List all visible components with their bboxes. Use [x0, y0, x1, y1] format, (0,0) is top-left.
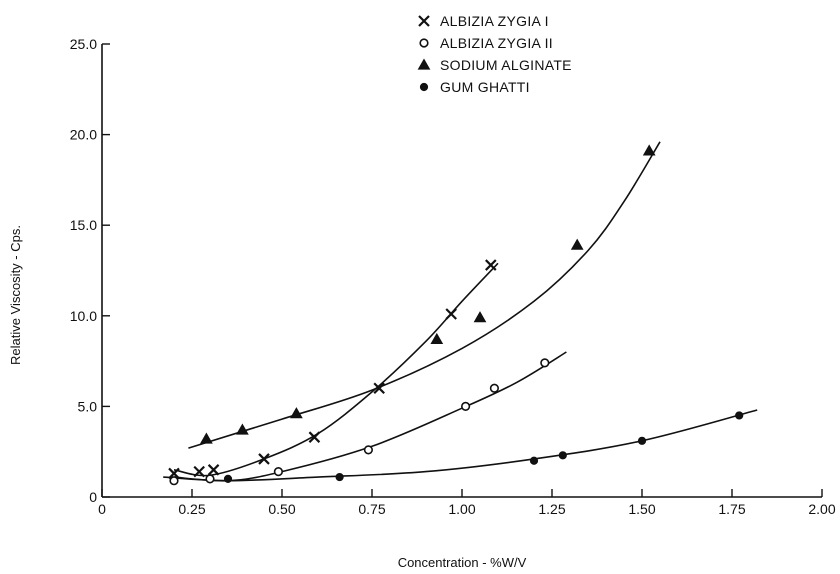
albizia-zygia-ii-point — [461, 401, 471, 412]
x-tick-label: 0.75 — [358, 501, 385, 517]
albizia-zygia-i-point — [168, 467, 180, 480]
gum-ghatti-point — [735, 411, 744, 420]
series-markers — [168, 144, 744, 486]
sodium-alginate-point — [290, 407, 303, 419]
x-tick-label: 1.00 — [448, 501, 475, 517]
y-tick-label: 20.0 — [70, 127, 97, 143]
albizia-zygia-ii-curve — [173, 351, 567, 482]
y-tick-label: 10.0 — [70, 308, 97, 324]
legend-marker-sodium-alginate — [417, 58, 431, 70]
sodium-alginate-point — [200, 432, 213, 444]
x-tick-label: 0 — [98, 501, 106, 517]
axes — [101, 44, 822, 498]
sodium-alginate-point — [236, 423, 249, 435]
sodium-alginate-point — [430, 332, 444, 344]
sodium-alginate-point — [570, 238, 584, 250]
albizia-zygia-ii-point — [363, 445, 374, 455]
albizia-zygia-i-point — [485, 259, 497, 271]
gum-ghatti-point — [529, 456, 539, 465]
gum-ghatti-curve — [163, 409, 758, 482]
legend-marker-albizia-zygia-ii — [419, 38, 429, 48]
gum-ghatti-point — [223, 474, 233, 483]
y-tick-label: 5.0 — [78, 398, 98, 414]
legend-item-sodium-alginate: SODIUM ALGINATE — [417, 57, 572, 73]
legend-label-gum-ghatti: GUM GHATTI — [440, 79, 530, 95]
y-tick-label: 25.0 — [70, 36, 97, 52]
legend-marker-gum-ghatti — [419, 82, 429, 92]
sodium-alginate-point — [473, 311, 487, 323]
legend-label-albizia-zygia-ii: ALBIZIA ZYGIA II — [440, 35, 553, 51]
gum-ghatti-point — [335, 472, 344, 482]
albizia-zygia-ii-point — [540, 358, 550, 368]
x-tick-label: 1.25 — [538, 501, 565, 517]
gum-ghatti-point — [558, 451, 567, 460]
x-tick-label: 0.50 — [268, 501, 295, 517]
legend-marker-albizia-zygia-i — [418, 15, 430, 27]
legend-label-sodium-alginate: SODIUM ALGINATE — [440, 57, 572, 73]
albizia-zygia-ii-point — [489, 383, 500, 393]
x-tick-label: 2.00 — [808, 501, 835, 517]
albizia-zygia-i-point — [193, 465, 205, 478]
y-tick-label: 0 — [89, 489, 97, 505]
albizia-zygia-ii-point — [169, 476, 179, 486]
x-axis-label: Concentration - %W/V — [398, 555, 527, 570]
sodium-alginate-point — [642, 144, 656, 156]
legend-item-albizia-zygia-ii: ALBIZIA ZYGIA II — [419, 35, 553, 51]
legend-label-albizia-zygia-i: ALBIZIA ZYGIA I — [440, 13, 549, 29]
legend-item-gum-ghatti: GUM GHATTI — [419, 79, 530, 95]
x-tick-label: 0.25 — [178, 501, 205, 517]
sodium-alginate-curve — [188, 141, 661, 449]
series-curves — [163, 141, 758, 482]
albizia-zygia-ii-point — [205, 474, 215, 484]
legend: ALBIZIA ZYGIA I ALBIZIA ZYGIA II SODIUM AL… — [417, 13, 572, 95]
gum-ghatti-point — [637, 436, 647, 445]
albizia-zygia-i-point — [258, 453, 270, 465]
albizia-zygia-i-curve — [173, 262, 499, 477]
x-tick-label: 1.50 — [628, 501, 655, 517]
x-ticks: 0 0.25 0.50 0.75 1.00 1.25 1.50 1.75 2.00 — [98, 489, 836, 517]
albizia-zygia-ii-point — [273, 467, 284, 477]
albizia-zygia-i-point — [308, 431, 321, 443]
legend-item-albizia-zygia-i: ALBIZIA ZYGIA I — [418, 13, 549, 29]
albizia-zygia-i-point — [207, 464, 220, 476]
y-axis-label: Relative Viscosity - Cps. — [8, 225, 23, 365]
y-ticks: 0 5.0 10.0 15.0 20.0 25.0 — [70, 36, 110, 505]
y-tick-label: 15.0 — [70, 217, 97, 233]
albizia-zygia-i-point — [373, 382, 385, 395]
x-tick-label: 1.75 — [718, 501, 745, 517]
albizia-zygia-i-point — [445, 308, 457, 320]
